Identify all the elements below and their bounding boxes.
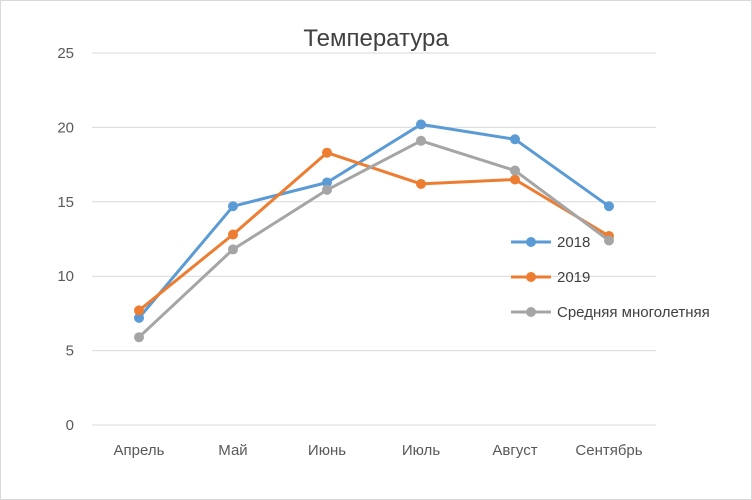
- legend-label: 2018: [557, 234, 590, 251]
- series-line: [137, 122, 611, 320]
- data-point: [322, 177, 332, 188]
- x-tick-label: Май: [218, 442, 247, 459]
- data-point: [510, 165, 520, 176]
- y-axis-ticks: 0 5 10 15 20 25: [57, 45, 74, 434]
- legend-point-marker: [526, 237, 536, 247]
- gridlines: [92, 52, 656, 426]
- series-group: [134, 119, 614, 343]
- x-tick-label: Июль: [402, 442, 440, 459]
- y-tick-label: 10: [57, 268, 74, 285]
- x-tick-label: Август: [492, 442, 537, 459]
- series-0: [134, 119, 614, 323]
- y-tick-label: 0: [66, 417, 74, 434]
- data-point: [416, 119, 426, 130]
- legend-item: 2019: [511, 269, 590, 286]
- data-point: [510, 174, 520, 185]
- series-1: [134, 147, 614, 316]
- x-tick-label: Сентябрь: [575, 442, 642, 459]
- legend-point-marker: [526, 272, 536, 282]
- data-point: [416, 135, 426, 146]
- x-tick-label: Апрель: [114, 442, 165, 459]
- series-line: [137, 151, 611, 312]
- chart-title: Температура: [303, 25, 449, 52]
- data-point: [322, 147, 332, 158]
- data-point: [228, 244, 238, 255]
- series-line: [137, 139, 611, 339]
- data-point: [134, 305, 144, 316]
- y-tick-label: 15: [57, 194, 74, 211]
- data-point: [510, 134, 520, 145]
- y-tick-label: 5: [66, 343, 74, 360]
- data-point: [228, 229, 238, 240]
- series-2: [134, 135, 614, 343]
- data-point: [322, 184, 332, 195]
- legend-label: 2019: [557, 269, 590, 286]
- legend-item: 2018: [511, 234, 590, 251]
- legend-label: Средняя многолетняя: [557, 304, 710, 321]
- data-point: [604, 235, 614, 246]
- y-tick-label: 25: [57, 45, 74, 62]
- x-axis-ticks: Апрель Май Июнь Июль Август Сентябрь: [114, 442, 643, 459]
- legend-point-marker: [526, 307, 536, 317]
- data-point: [134, 312, 144, 323]
- x-tick-label: Июнь: [308, 442, 346, 459]
- y-tick-label: 20: [57, 119, 74, 136]
- legend: 2018 2019 Средняя многолетняя: [511, 234, 710, 321]
- legend-item: Средняя многолетняя: [511, 304, 710, 321]
- data-point: [604, 201, 614, 212]
- data-point: [416, 178, 426, 189]
- data-point: [228, 201, 238, 212]
- data-point: [134, 332, 144, 343]
